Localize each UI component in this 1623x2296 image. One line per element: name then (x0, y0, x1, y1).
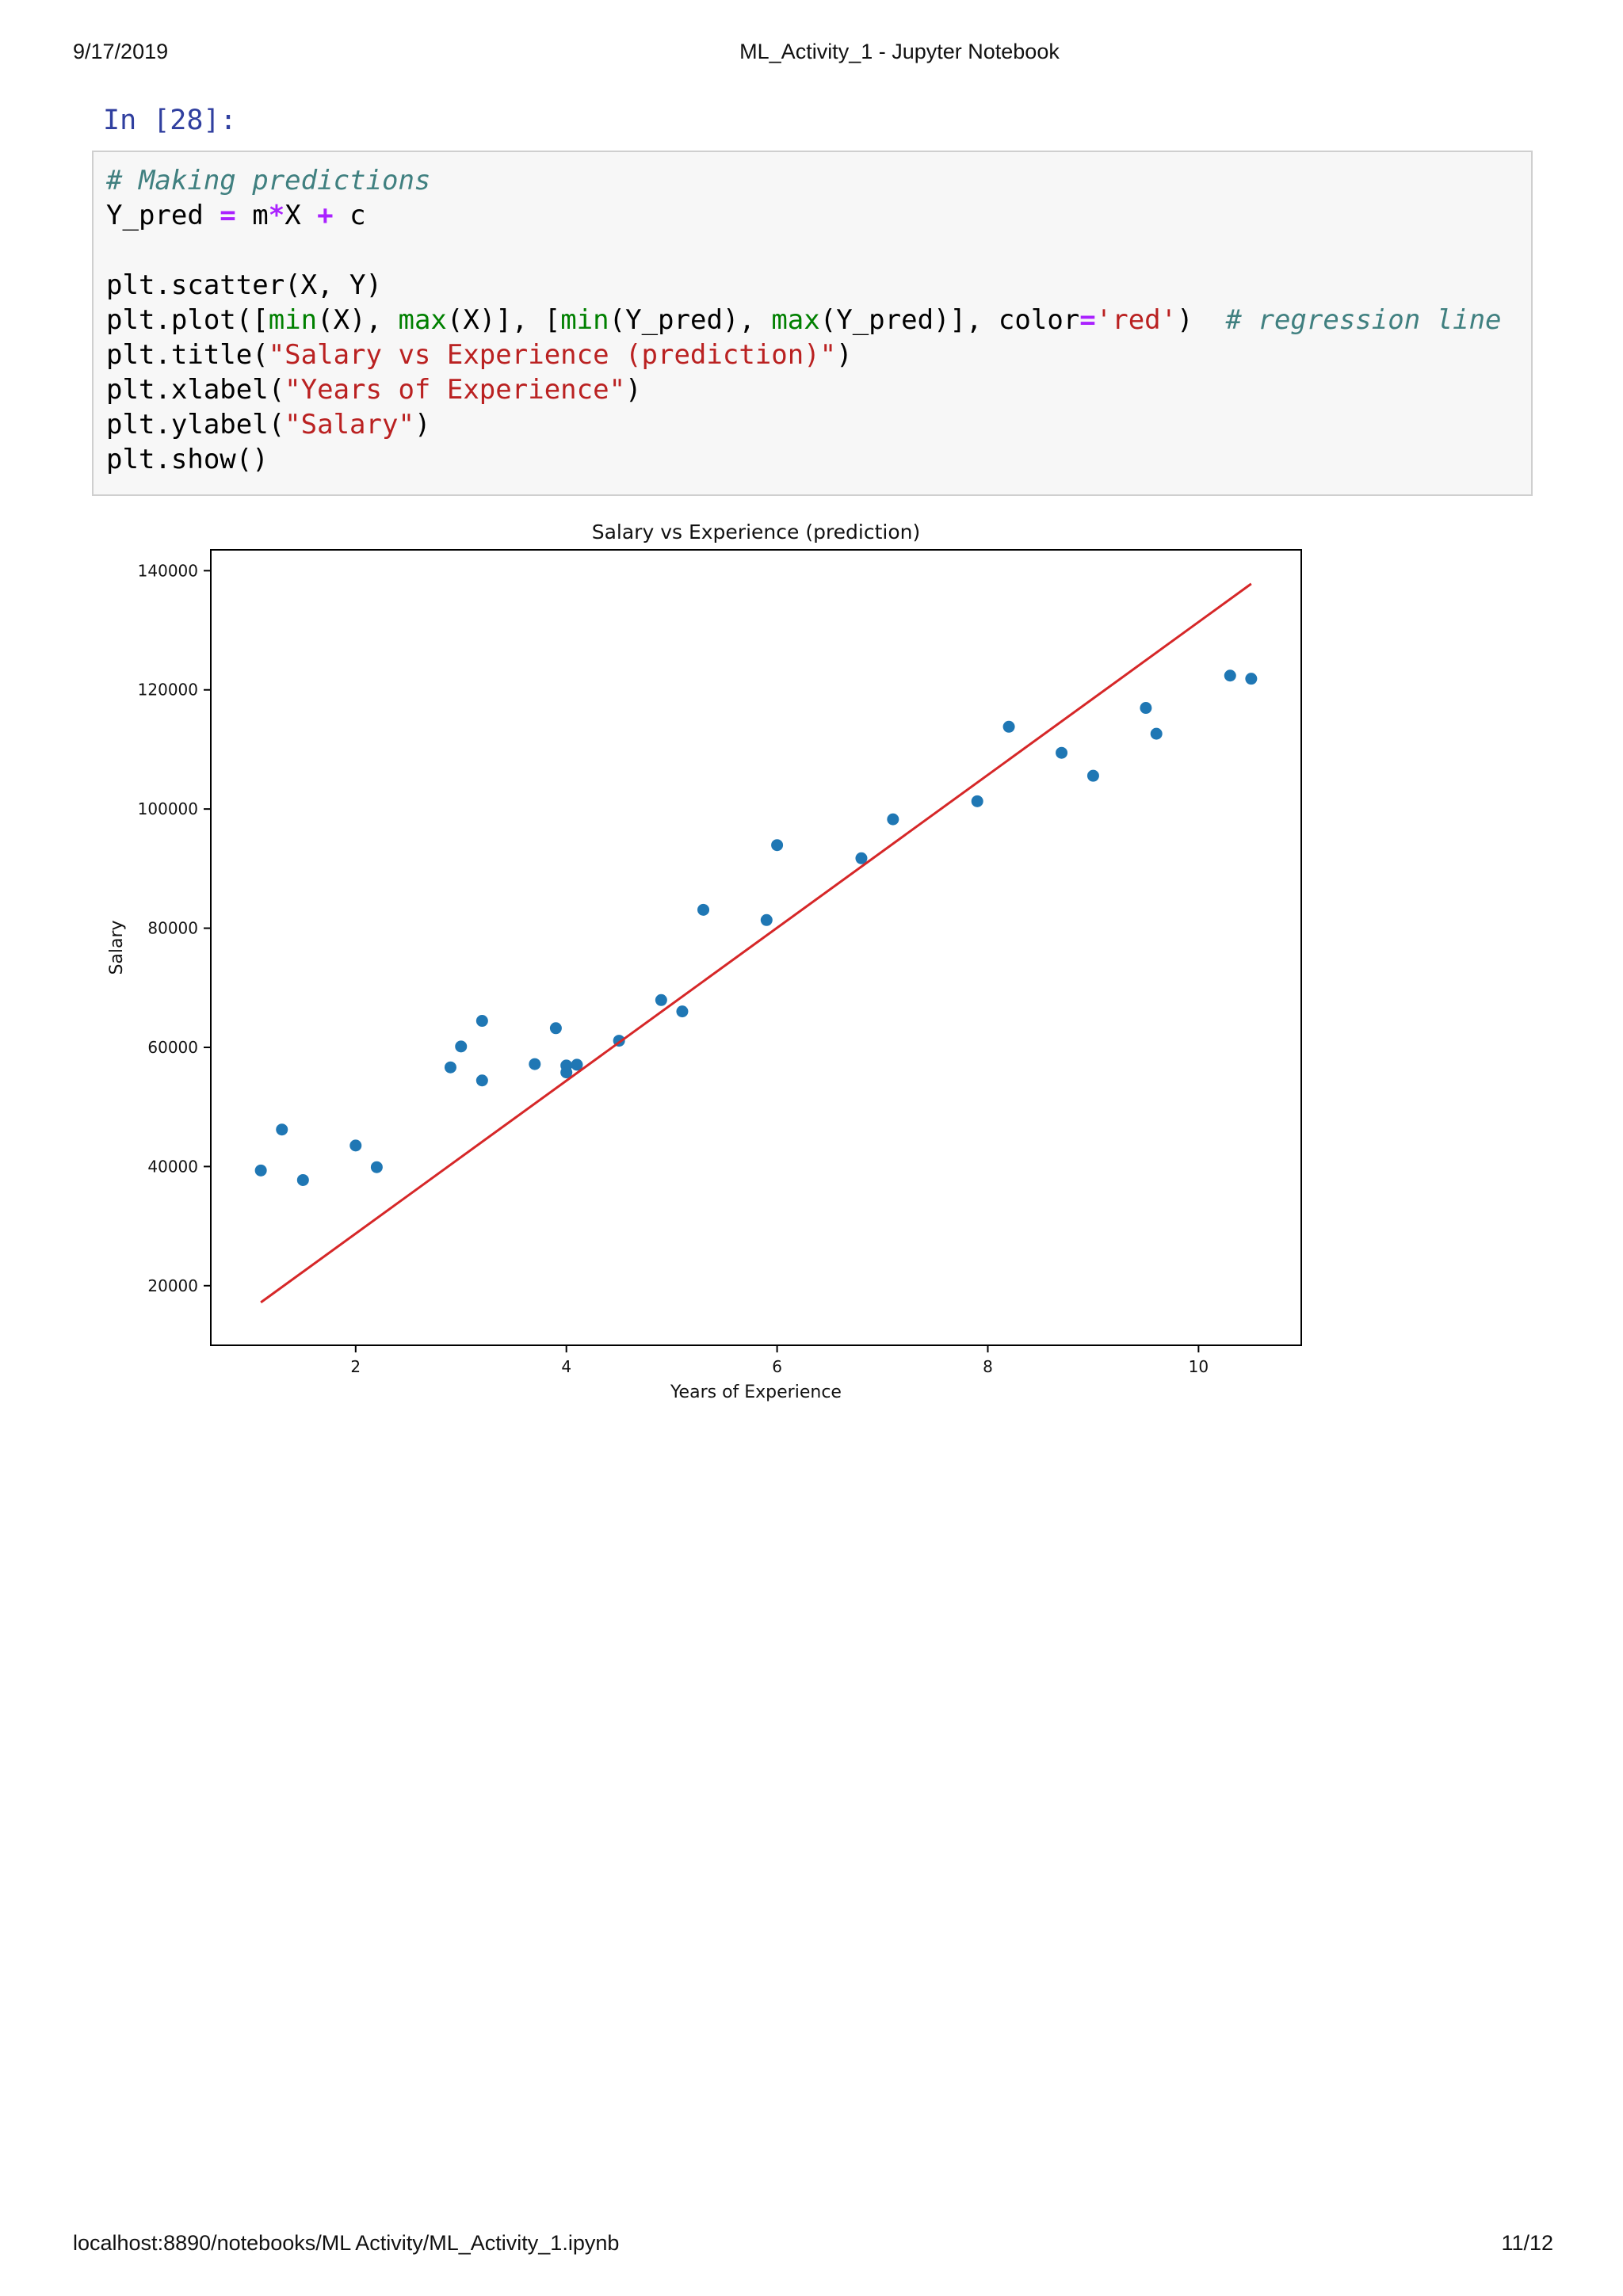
code-token: + (317, 200, 334, 231)
scatter-point (349, 1139, 362, 1152)
code-token: (X)], [ (446, 304, 561, 336)
code-token: plt.ylabel( (106, 409, 285, 441)
scatter-point (855, 852, 868, 864)
code-token: "Years of Experience" (285, 374, 626, 406)
scatter-point (276, 1123, 288, 1136)
code-token: plt.plot([ (106, 304, 269, 336)
scatter-chart: 2 4 6 8 10 20000 40000 60000 80000 100000 120000 14… (107, 521, 1302, 1402)
y-tick-label: 20000 (147, 1276, 198, 1295)
code-token: (X), (317, 304, 399, 336)
y-tick-label: 40000 (147, 1157, 198, 1176)
code-token: ) (414, 409, 431, 441)
code-token: max (398, 304, 447, 336)
x-tick-label: 2 (350, 1357, 361, 1376)
code-token: # Making predictions (106, 165, 431, 196)
scatter-point (370, 1161, 383, 1173)
code-token: (Y_pred)], color (819, 304, 1080, 336)
x-tick-label: 10 (1189, 1357, 1209, 1376)
code-line: plt.ylabel("Salary") (106, 409, 430, 441)
code-editor[interactable]: # Making predictions Y_pred = m*X + c pl… (106, 163, 1502, 477)
scatter-point (475, 1074, 488, 1087)
scatter-point (971, 795, 983, 807)
code-token: plt.title( (106, 339, 269, 371)
code-token: = (1079, 304, 1096, 336)
code-token: min (560, 304, 609, 336)
y-tick-label: 120000 (138, 681, 198, 700)
x-tick-label: 4 (561, 1357, 571, 1376)
scatter-point (254, 1164, 267, 1177)
plot-area (210, 549, 1302, 1346)
code-line: plt.show() (106, 444, 269, 475)
x-tick-label: 8 (983, 1357, 993, 1376)
scatter-point (697, 903, 710, 916)
scatter-point (571, 1058, 583, 1071)
code-token: plt.show() (106, 444, 269, 475)
x-axis-label: Years of Experience (670, 1383, 842, 1402)
code-token: max (771, 304, 820, 336)
code-token: "Salary" (285, 409, 414, 441)
scatter-point (549, 1022, 562, 1035)
code-token: plt.xlabel( (106, 374, 285, 406)
scatter-point (455, 1040, 468, 1053)
y-axis-label: Salary (107, 920, 127, 974)
scatter-point (1224, 669, 1236, 682)
code-token: plt.scatter(X, Y) (106, 269, 382, 301)
scatter-point (1002, 720, 1015, 733)
scatter-point (676, 1005, 689, 1018)
cell-output: 2 4 6 8 10 20000 40000 60000 80000 100000 120000 14… (103, 507, 1339, 1418)
code-token: c (333, 200, 366, 231)
y-tick-label: 80000 (147, 919, 198, 938)
cell-prompt: In [28]: (103, 105, 237, 136)
scatter-point (444, 1061, 456, 1074)
code-token: ) (1177, 304, 1226, 336)
y-tick-label: 60000 (147, 1038, 198, 1057)
code-line: Y_pred = m*X + c (106, 200, 366, 231)
code-token: # regression line (1225, 304, 1502, 336)
code-token: = (220, 200, 236, 231)
scatter-point (296, 1173, 309, 1186)
code-line: # Making predictions (106, 165, 430, 196)
page-number: 11/12 (1501, 2231, 1553, 2255)
code-token: * (268, 200, 285, 231)
code-token: ) (836, 339, 853, 371)
code-line: plt.plot([min(X), max(X)], [min(Y_pred),… (106, 304, 1502, 336)
scatter-point (887, 813, 899, 826)
scatter-point (760, 913, 773, 926)
scatter-point (655, 994, 667, 1006)
scatter-point (771, 839, 784, 852)
scatter-point (1086, 769, 1099, 782)
code-token: min (268, 304, 318, 336)
code-token: ) (625, 374, 642, 406)
code-token: 'red' (1095, 304, 1178, 336)
code-line: plt.scatter(X, Y) (106, 269, 382, 301)
x-tick-label: 6 (772, 1357, 782, 1376)
code-line: plt.xlabel("Years of Experience") (106, 374, 642, 406)
code-token: X (285, 200, 318, 231)
scatter-point (1150, 727, 1163, 740)
code-token: "Salary vs Experience (prediction)" (268, 339, 837, 371)
code-token: (Y_pred), (609, 304, 772, 336)
regression-line (260, 582, 1252, 1304)
notebook-title: ML_Activity_1 - Jupyter Notebook (739, 40, 1060, 63)
code-cell[interactable]: # Making predictions Y_pred = m*X + c pl… (92, 151, 1533, 496)
y-tick-label: 140000 (138, 561, 198, 580)
chart-title: Salary vs Experience (prediction) (592, 521, 921, 543)
print-date: 9/17/2019 (73, 40, 169, 63)
page-url: localhost:8890/notebooks/ML Activity/ML_… (73, 2231, 620, 2255)
scatter-point (529, 1058, 541, 1070)
code-token: Y_pred (106, 200, 220, 231)
code-line: plt.title("Salary vs Experience (predict… (106, 339, 853, 371)
scatter-point (560, 1059, 573, 1072)
y-tick-label: 100000 (138, 799, 198, 818)
scatter-point (1056, 746, 1068, 759)
scatter-point (1140, 702, 1152, 715)
scatter-point (1245, 673, 1258, 685)
scatter-point (475, 1015, 488, 1028)
code-token: m (235, 200, 269, 231)
